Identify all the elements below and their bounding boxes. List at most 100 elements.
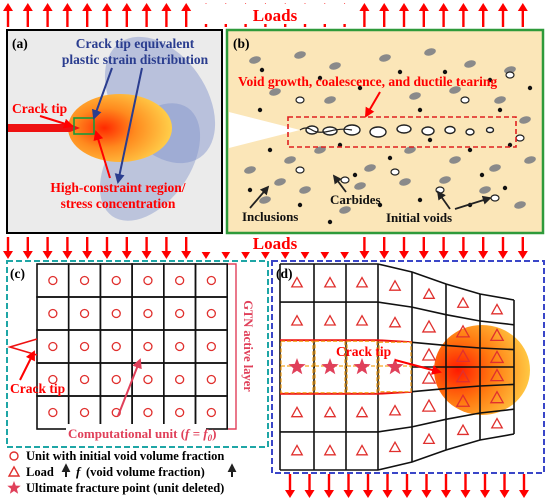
middle-label-bg	[200, 232, 350, 252]
middle-load-arrow-head	[418, 251, 429, 259]
loaded-unit-triangle	[388, 316, 402, 328]
loaded-unit-triangle	[323, 276, 337, 288]
panel-b-letter: (b)	[233, 36, 250, 51]
coalescing-void	[465, 128, 475, 136]
middle-load-arrow-head	[517, 251, 528, 259]
loaded-unit-triangle	[455, 324, 471, 338]
carbide-particle	[284, 156, 296, 164]
legend: Unit with initial void volume fraction L…	[7, 449, 237, 495]
middle-load-arrow-head	[220, 251, 231, 259]
coalescing-void	[369, 126, 387, 138]
inclusion-dot	[427, 137, 433, 143]
middle-load-arrow-head	[3, 251, 13, 259]
panel-d-crack-tip-label: Crack tip	[336, 344, 391, 359]
panel-c-letter: (c)	[10, 266, 25, 281]
inclusion-dot	[259, 67, 265, 73]
void-unit-circle	[174, 308, 185, 319]
inclusion-dot	[502, 185, 508, 191]
carbide-particle	[314, 146, 326, 154]
loaded-unit-triangle	[421, 347, 437, 361]
void-unit-circle	[48, 308, 58, 319]
middle-load-arrow-head	[458, 251, 469, 259]
inclusion-dot	[527, 85, 533, 91]
panel-c: GTN active layer (c) Crack tip Computati…	[6, 260, 269, 448]
panel-a-region-line1: High-constraint region/	[50, 180, 185, 195]
inclusion-dot	[327, 219, 333, 225]
inclusions-pointer	[249, 185, 270, 209]
carbide-particle	[514, 201, 526, 209]
inclusion-dot	[317, 75, 323, 81]
inclusion-dot	[247, 187, 253, 193]
panel-a-region-line2: stress concentration	[61, 196, 176, 211]
fracture-star	[321, 358, 339, 375]
top-load-arrow-head	[181, 3, 192, 11]
unit-text-math: f = f	[185, 426, 209, 441]
loaded-unit-triangle	[388, 440, 402, 453]
middle-load-arrow-head	[478, 251, 489, 259]
region-pointer	[93, 130, 111, 179]
void-unit-circle	[111, 275, 121, 286]
top-label-bg	[200, 4, 350, 24]
coalescing-void	[396, 124, 412, 134]
top-load-arrow-head	[141, 3, 152, 11]
legend-item-2-f: f	[76, 464, 82, 479]
initial-void	[515, 134, 525, 142]
initial-void	[435, 186, 445, 194]
bottom-load-arrow-head	[402, 490, 412, 498]
middle-load-arrow-head	[82, 251, 93, 259]
initial-void	[390, 168, 400, 176]
loaded-unit-triangle	[388, 279, 402, 291]
loaded-unit-triangle	[455, 349, 471, 363]
crack-face-line	[280, 390, 413, 395]
top-load-arrow-head	[498, 3, 508, 11]
top-load-arrow-head	[22, 3, 33, 11]
carbide-particle	[489, 164, 501, 172]
top-load-arrow-head	[399, 3, 409, 11]
top-load-arrow-head	[161, 3, 172, 11]
carbide-particle	[339, 206, 351, 214]
top-load-arrow-head	[379, 3, 390, 11]
void-unit-circle	[143, 374, 153, 385]
mesh-row-line	[411, 341, 515, 351]
middle-load-arrow-head	[62, 251, 73, 259]
bottom-load-arrow-head	[421, 490, 432, 498]
inclusion-dot	[267, 147, 273, 153]
coalescing-void	[421, 126, 435, 136]
initial-void	[460, 96, 470, 104]
tearing-path	[299, 127, 353, 133]
bottom-load-arrow-head	[363, 490, 373, 498]
panel-a-title-line1: Crack tip equivalent	[76, 36, 195, 51]
mesh-row-line	[280, 433, 515, 471]
inclusion-dot	[442, 69, 448, 75]
carbide-particle	[244, 166, 256, 174]
loaded-unit-triangle	[355, 444, 369, 456]
carbide-particle	[364, 164, 376, 172]
void-unit-circle	[48, 275, 58, 286]
loaded-unit-triangle	[355, 406, 369, 418]
bottom-load-arrow-head	[460, 490, 471, 498]
initial-void	[295, 166, 305, 174]
initial-voids-label: Initial voids	[386, 210, 452, 225]
panel-d-letter: (d)	[276, 266, 293, 281]
legend-item-2-text: (void volume fraction)	[86, 465, 205, 479]
middle-load-arrow-head	[121, 251, 132, 259]
tearing-zone-box	[287, 116, 517, 148]
fracture-star	[353, 358, 371, 375]
mesh-row-line	[411, 383, 515, 393]
void-unit-circle	[143, 407, 153, 418]
mesh-row-line	[280, 408, 515, 433]
loaded-unit-triangle	[455, 369, 471, 383]
unit-text-sub: 0	[208, 433, 213, 443]
middle-load-arrow-head	[438, 251, 449, 259]
void-unit-circle	[174, 407, 185, 418]
initial-void	[505, 71, 515, 79]
loaded-unit-triangle	[489, 368, 505, 382]
top-load-arrow-head	[121, 3, 132, 11]
carbide-particle	[524, 156, 536, 164]
tearing-pointer	[364, 91, 381, 118]
legend-star-icon	[7, 481, 21, 494]
middle-loads-label: Loads	[253, 234, 298, 253]
middle-load-arrow-head	[22, 251, 33, 259]
legend-item-3: Ultimate fracture point (unit deleted)	[26, 481, 224, 495]
